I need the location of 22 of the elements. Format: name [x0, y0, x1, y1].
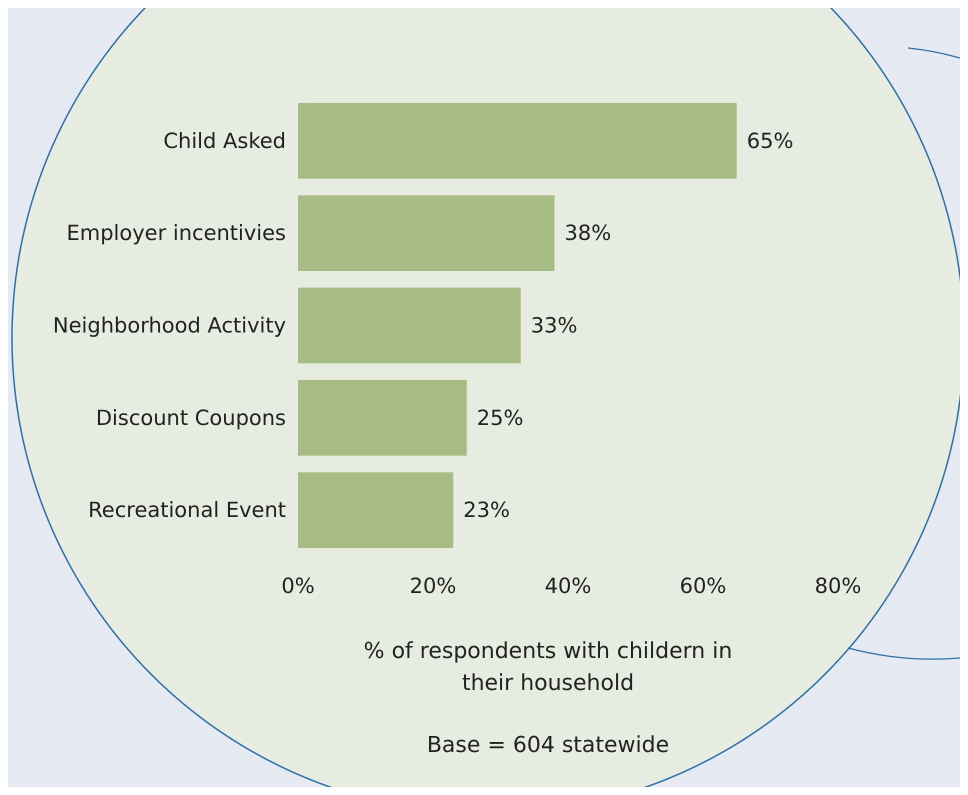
y-tick-label: Discount Coupons	[96, 406, 286, 430]
data-label: 38%	[564, 221, 612, 246]
data-label: 25%	[476, 406, 524, 430]
bar	[298, 380, 467, 456]
x-tick-label: 20%	[410, 574, 456, 598]
bar	[298, 195, 554, 272]
bar	[298, 288, 521, 364]
data-label: 23%	[463, 498, 510, 522]
data-label: 65%	[746, 128, 794, 153]
x-tick-label: 40%	[544, 574, 592, 598]
data-label: 33%	[530, 314, 578, 338]
x-axis-title: % of respondents with childern in their household	[364, 639, 732, 696]
bar	[298, 103, 737, 179]
y-tick-label: Neighborhood Activity	[52, 314, 286, 338]
y-tick-label: Employer incentivies	[66, 221, 286, 246]
bar	[298, 472, 454, 548]
x-tick-label: 60%	[680, 574, 726, 598]
y-tick-label: Child Asked	[163, 128, 286, 153]
text: Base = 604 statewide	[426, 733, 670, 758]
x-tick-label: 0%	[281, 574, 315, 598]
y-tick-label: Recreational Event	[88, 498, 286, 522]
x-tick-label: 80%	[814, 574, 862, 598]
